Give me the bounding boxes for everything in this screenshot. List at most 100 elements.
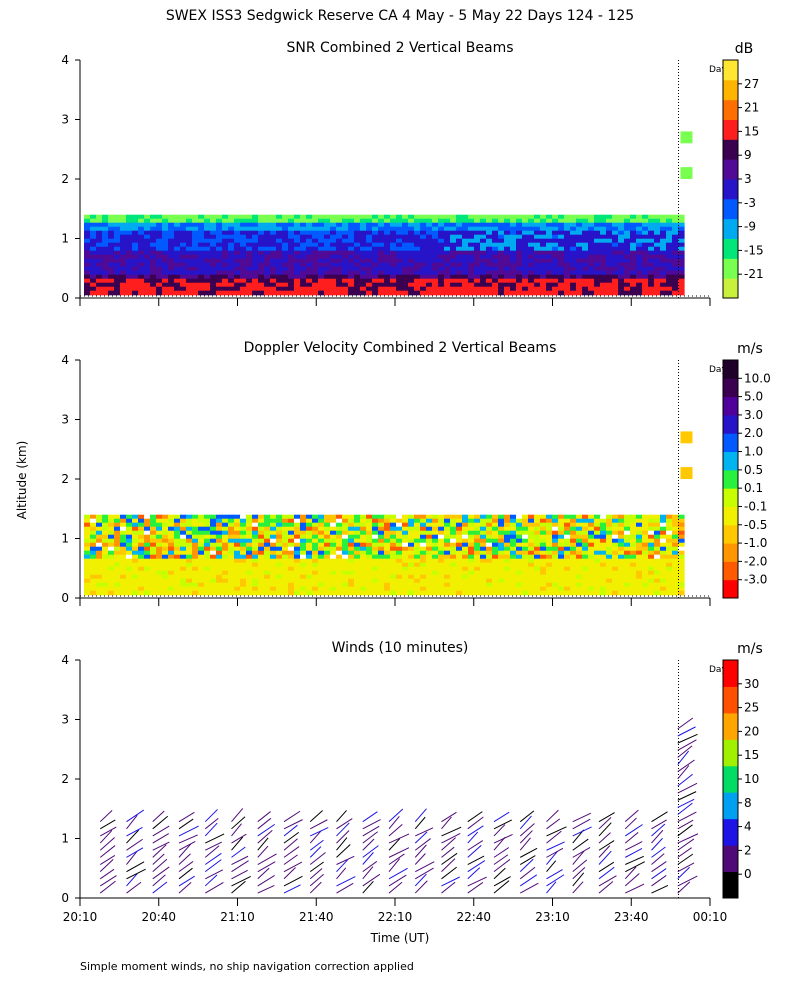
field-cell (330, 286, 337, 292)
field-cell (594, 518, 601, 524)
field-cell (102, 554, 109, 560)
field-cell (468, 278, 475, 284)
field-cell (372, 586, 379, 592)
field-cell (120, 218, 127, 224)
field-cell (528, 586, 535, 592)
field-cell (402, 530, 409, 536)
field-cell (552, 286, 559, 292)
field-cell (636, 530, 643, 536)
field-cell (204, 574, 211, 580)
field-cell (264, 226, 271, 232)
field-cell (600, 278, 607, 284)
field-cell (168, 550, 175, 556)
wind-barb (204, 809, 218, 823)
colorbar-swatch (723, 278, 738, 299)
field-cell (450, 582, 457, 588)
wind-barb (677, 811, 697, 823)
wind-barb (178, 834, 198, 844)
field-cell (480, 282, 487, 288)
field-cell (552, 214, 559, 220)
field-cell (492, 230, 499, 236)
field-cell (516, 522, 523, 528)
field-cell (642, 242, 649, 248)
field-cell (474, 242, 481, 248)
field-cell (624, 262, 631, 268)
field-cell (606, 586, 613, 592)
field-cell (570, 558, 577, 564)
field-cell (210, 526, 217, 532)
field-cell (516, 286, 523, 292)
field-cell (408, 286, 415, 292)
field-cell (102, 274, 109, 280)
field-cell (480, 538, 487, 544)
field-cell (294, 242, 301, 248)
field-cell (216, 214, 223, 220)
field-cell (564, 570, 571, 576)
field-cell (240, 582, 247, 588)
field-cell (498, 258, 505, 264)
field-cell (102, 530, 109, 536)
field-cell (480, 534, 487, 540)
wind-barb (598, 866, 615, 880)
field-cell (276, 278, 283, 284)
field-cell (624, 286, 631, 292)
wind-barb (152, 844, 167, 858)
field-cell (378, 214, 385, 220)
field-cell (384, 578, 391, 584)
field-cell (162, 570, 169, 576)
field-cell (126, 282, 133, 288)
wind-barb (651, 846, 666, 858)
field-cell (336, 570, 343, 576)
field-cell (204, 582, 211, 588)
field-cell (330, 218, 337, 224)
field-cell (288, 550, 295, 556)
field-cell (600, 242, 607, 248)
wind-barb (336, 855, 355, 865)
field-cell (354, 218, 361, 224)
field-cell (420, 234, 427, 240)
field-cell (612, 258, 619, 264)
wind-barb (126, 868, 146, 880)
field-cell (594, 246, 601, 252)
field-cell (390, 246, 397, 252)
field-cell (606, 574, 613, 580)
field-cell (126, 530, 133, 536)
field-cell (168, 214, 175, 220)
field-cell (156, 570, 163, 576)
field-cell (144, 282, 151, 288)
field-cell (384, 566, 391, 572)
field-cell (108, 582, 115, 588)
field-cell (306, 530, 313, 536)
field-cell (474, 266, 481, 272)
field-cell (372, 226, 379, 232)
field-cell (534, 242, 541, 248)
field-cell (120, 550, 127, 556)
field-cell (510, 534, 517, 540)
field-cell (264, 558, 271, 564)
wind-barb (362, 866, 374, 880)
field-cell (174, 258, 181, 264)
field-cell (228, 574, 235, 580)
field-cell (210, 538, 217, 544)
field-cell (570, 550, 577, 556)
wind-barb (231, 869, 248, 880)
field-cell (636, 266, 643, 272)
field-cell (486, 218, 493, 224)
field-cell (618, 538, 625, 544)
field-cell (318, 570, 325, 576)
wind-barb (362, 873, 381, 887)
field-cell (480, 590, 487, 596)
field-cell (504, 522, 511, 528)
field-cell (150, 254, 157, 260)
field-cell (462, 222, 469, 228)
field-cell (546, 530, 553, 536)
field-cell (366, 566, 373, 572)
field-cell (486, 562, 493, 568)
field-cell (606, 590, 613, 596)
field-cell (414, 582, 421, 588)
field-cell (120, 242, 127, 248)
field-cell (252, 562, 259, 568)
field-cell (228, 290, 235, 296)
field-cell (516, 586, 523, 592)
wind-barb (572, 872, 585, 887)
